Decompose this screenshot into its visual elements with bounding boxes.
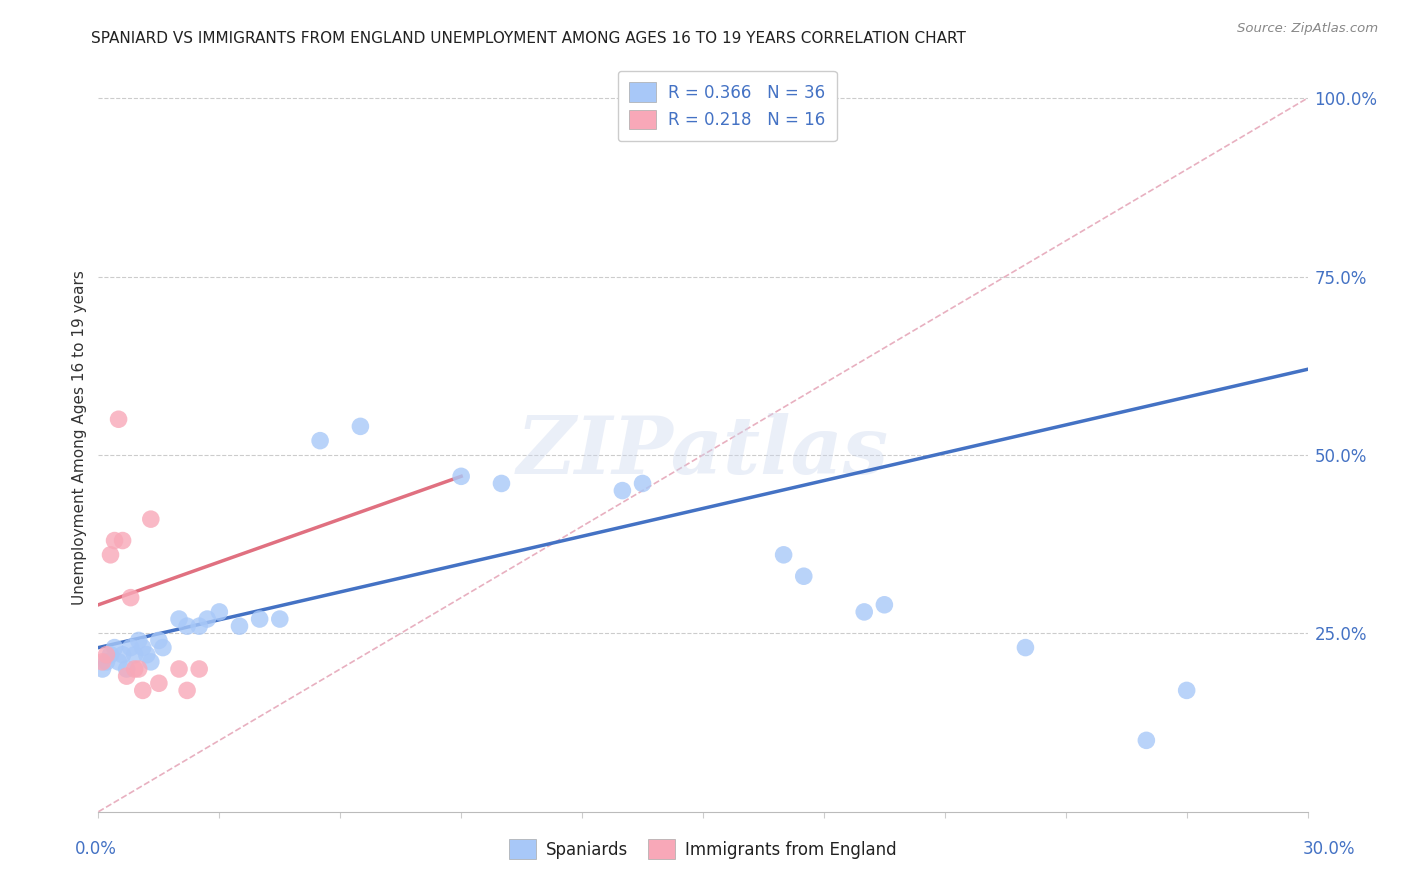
Point xyxy=(139,655,162,669)
Point xyxy=(176,619,198,633)
Point xyxy=(115,662,138,676)
Text: 0.0%: 0.0% xyxy=(75,840,117,858)
Point xyxy=(853,605,876,619)
Point xyxy=(208,605,231,619)
Point xyxy=(91,662,114,676)
Point xyxy=(612,483,634,498)
Text: SPANIARD VS IMMIGRANTS FROM ENGLAND UNEMPLOYMENT AMONG AGES 16 TO 19 YEARS CORRE: SPANIARD VS IMMIGRANTS FROM ENGLAND UNEM… xyxy=(91,31,966,46)
Point xyxy=(1175,683,1198,698)
Point xyxy=(91,655,114,669)
Point xyxy=(1135,733,1157,747)
Text: ZIPatlas: ZIPatlas xyxy=(517,413,889,491)
Point xyxy=(309,434,332,448)
Point xyxy=(103,533,125,548)
Point xyxy=(96,655,118,669)
Point xyxy=(188,662,211,676)
Point xyxy=(491,476,513,491)
Text: 30.0%: 30.0% xyxy=(1302,840,1355,858)
Point xyxy=(269,612,291,626)
Point xyxy=(228,619,250,633)
Point xyxy=(176,683,198,698)
Point xyxy=(128,662,150,676)
Point xyxy=(195,612,218,626)
Text: Source: ZipAtlas.com: Source: ZipAtlas.com xyxy=(1237,22,1378,36)
Point xyxy=(111,648,134,662)
Point xyxy=(135,648,157,662)
Point xyxy=(103,640,125,655)
Point xyxy=(167,662,190,676)
Point xyxy=(1014,640,1036,655)
Point xyxy=(107,412,129,426)
Point xyxy=(631,476,654,491)
Point xyxy=(107,655,129,669)
Point xyxy=(96,648,118,662)
Legend: Spaniards, Immigrants from England: Spaniards, Immigrants from England xyxy=(501,831,905,867)
Point xyxy=(793,569,815,583)
Point xyxy=(772,548,794,562)
Point xyxy=(132,683,155,698)
Point xyxy=(124,662,146,676)
Point xyxy=(128,633,150,648)
Point xyxy=(249,612,271,626)
Point xyxy=(148,676,170,690)
Point xyxy=(188,619,211,633)
Point xyxy=(132,640,155,655)
Point xyxy=(120,591,142,605)
Point xyxy=(152,640,174,655)
Point xyxy=(167,612,190,626)
Point xyxy=(100,548,122,562)
Point xyxy=(873,598,896,612)
Point xyxy=(120,640,142,655)
Point xyxy=(124,648,146,662)
Point xyxy=(100,648,122,662)
Point xyxy=(450,469,472,483)
Point xyxy=(349,419,371,434)
Point xyxy=(111,533,134,548)
Point xyxy=(148,633,170,648)
Point xyxy=(139,512,162,526)
Y-axis label: Unemployment Among Ages 16 to 19 years: Unemployment Among Ages 16 to 19 years xyxy=(72,269,87,605)
Point xyxy=(115,669,138,683)
